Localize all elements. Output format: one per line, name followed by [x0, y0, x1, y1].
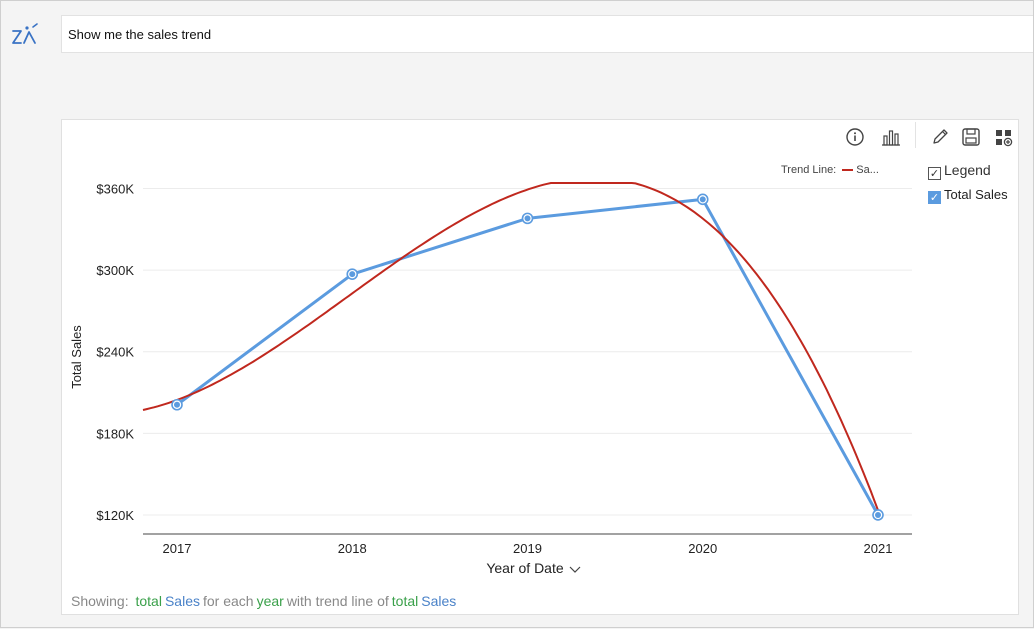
trend-line — [142, 182, 879, 511]
y-axis-tick-labels: $120K $180K $240K $300K $360K — [96, 181, 134, 523]
data-point-core — [174, 401, 180, 408]
data-point-core — [699, 196, 706, 203]
summary-text: for each — [202, 593, 254, 609]
x-tick-label: 2021 — [864, 541, 893, 556]
legend-toggle-label: Legend — [944, 162, 991, 178]
keyword-measure[interactable]: Sales — [421, 593, 457, 609]
toolbar-separator — [915, 122, 916, 148]
trend-line-legend: Trend Line: Sa... — [781, 164, 879, 176]
series-checkbox[interactable]: ✓ — [928, 191, 941, 204]
grid-lines — [143, 187, 912, 516]
y-tick-label: $240K — [96, 345, 134, 360]
keyword-aggregate[interactable]: total — [391, 593, 419, 609]
edit-icon[interactable] — [929, 126, 951, 148]
save-icon[interactable] — [960, 126, 982, 148]
x-axis-tick-labels: 2017 2018 2019 2020 2021 — [163, 541, 893, 556]
showing-label: Showing: — [71, 593, 129, 609]
series-toggle-label: Total Sales — [944, 187, 1008, 202]
showing-summary: Showing: total Sales for each year with tren… — [71, 593, 459, 609]
x-axis-label: Year of Date — [486, 560, 564, 576]
info-icon[interactable] — [844, 126, 866, 148]
x-tick-label: 2019 — [513, 541, 542, 556]
x-tick-label: 2018 — [338, 541, 367, 556]
data-point-core — [349, 271, 356, 278]
add-to-dashboard-icon[interactable] — [993, 126, 1015, 148]
data-point-core — [875, 511, 881, 518]
keyword-dimension[interactable]: year — [256, 593, 284, 609]
x-tick-label: 2020 — [688, 541, 717, 556]
query-input[interactable]: Show me the sales trend — [61, 15, 1033, 53]
trend-line-label: Trend Line: — [781, 164, 837, 176]
chart-type-icon[interactable] — [880, 126, 902, 148]
y-axis-label: Total Sales — [69, 325, 84, 389]
legend-checkbox[interactable]: ✓ — [928, 167, 941, 180]
summary-text: with trend line of — [286, 593, 389, 609]
zia-logo-icon — [12, 23, 38, 44]
x-tick-label: 2017 — [163, 541, 192, 556]
legend-toggle[interactable]: ✓ Legend — [928, 162, 991, 180]
data-point-core — [524, 215, 531, 222]
y-tick-label: $180K — [96, 426, 134, 441]
chevron-down-icon[interactable] — [569, 566, 581, 573]
keyword-measure[interactable]: Sales — [164, 593, 200, 609]
series-toggle-total-sales[interactable]: ✓ Total Sales — [928, 187, 1008, 204]
y-tick-label: $300K — [96, 263, 134, 278]
y-tick-label: $120K — [96, 508, 134, 523]
trend-line-series-name: Sa... — [856, 164, 879, 176]
chart-card: Trend Line: Sa... ✓ Legend ✓ Total Sales — [61, 119, 1019, 615]
keyword-aggregate[interactable]: total — [135, 593, 162, 609]
y-tick-label: $360K — [96, 181, 134, 196]
trend-line-swatch — [842, 169, 854, 172]
series-line-total-sales — [176, 197, 880, 516]
